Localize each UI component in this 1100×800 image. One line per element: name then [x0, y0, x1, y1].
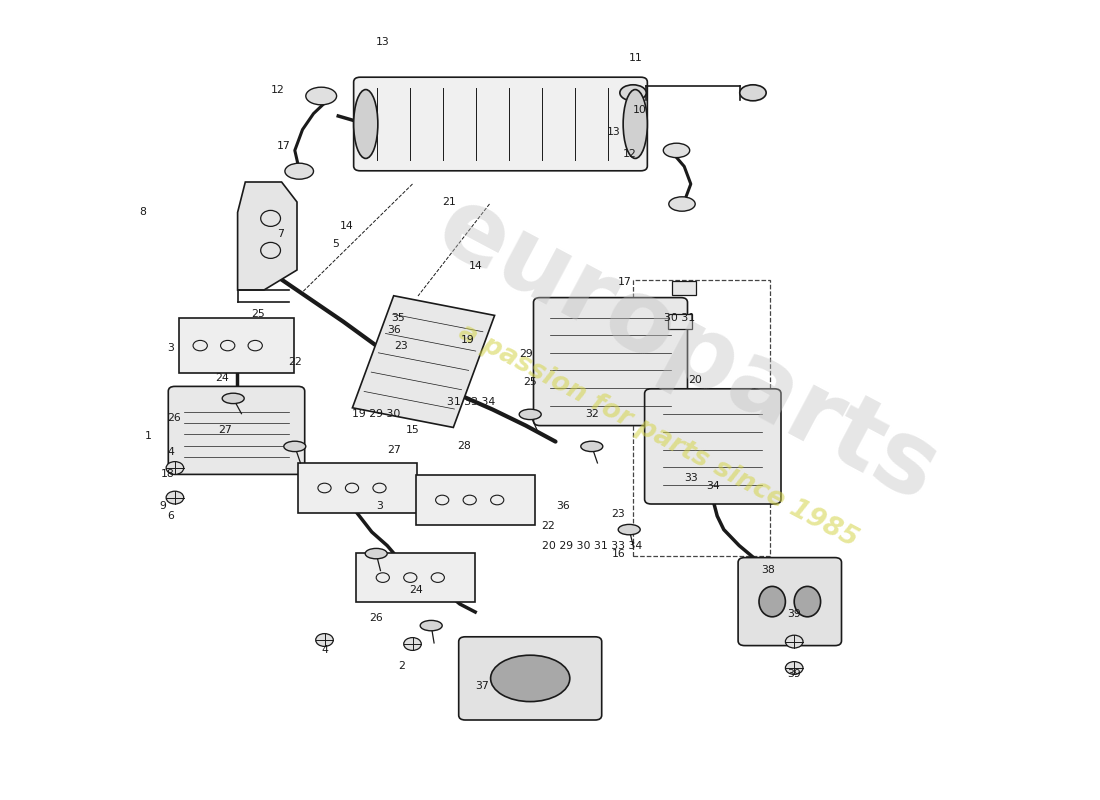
Polygon shape: [352, 296, 495, 427]
Text: a passion for parts since 1985: a passion for parts since 1985: [453, 319, 862, 553]
Ellipse shape: [285, 163, 314, 179]
Text: 22: 22: [541, 522, 554, 531]
Polygon shape: [238, 182, 297, 290]
Bar: [668, 314, 692, 329]
Ellipse shape: [623, 90, 647, 158]
Text: 27: 27: [387, 445, 400, 454]
FancyBboxPatch shape: [354, 78, 647, 171]
Text: 3: 3: [167, 343, 174, 353]
Text: 17: 17: [277, 141, 290, 150]
Text: 28: 28: [458, 442, 471, 451]
Text: 13: 13: [607, 127, 620, 137]
Ellipse shape: [739, 85, 767, 101]
Ellipse shape: [222, 393, 244, 403]
Text: 2: 2: [398, 661, 405, 670]
Ellipse shape: [284, 442, 306, 451]
Ellipse shape: [166, 462, 184, 474]
Text: 8: 8: [140, 207, 146, 217]
Text: 25: 25: [252, 309, 265, 318]
Text: 7: 7: [277, 229, 284, 238]
Text: 10: 10: [634, 106, 647, 115]
Ellipse shape: [491, 655, 570, 702]
Text: 31 33 34: 31 33 34: [447, 397, 495, 406]
Ellipse shape: [663, 143, 690, 158]
Ellipse shape: [785, 635, 803, 648]
Text: europarts: europarts: [421, 178, 954, 523]
Bar: [298, 463, 417, 513]
Bar: [178, 318, 295, 373]
Text: 11: 11: [629, 53, 642, 62]
Text: 13: 13: [376, 37, 389, 46]
Ellipse shape: [785, 662, 803, 674]
Text: 39: 39: [788, 610, 801, 619]
FancyBboxPatch shape: [534, 298, 688, 426]
Ellipse shape: [519, 410, 541, 419]
Text: 35: 35: [392, 314, 405, 323]
Ellipse shape: [794, 586, 821, 617]
FancyBboxPatch shape: [645, 389, 781, 504]
Text: 3: 3: [376, 501, 383, 510]
Text: 14: 14: [469, 261, 482, 270]
Bar: [672, 281, 696, 295]
FancyBboxPatch shape: [459, 637, 602, 720]
Ellipse shape: [316, 634, 333, 646]
Text: 22: 22: [288, 357, 301, 366]
Ellipse shape: [404, 638, 421, 650]
Text: 26: 26: [370, 613, 383, 622]
Text: 25: 25: [524, 378, 537, 387]
Ellipse shape: [620, 85, 647, 101]
Text: 24: 24: [216, 373, 229, 382]
Text: 4: 4: [321, 645, 328, 654]
Text: 15: 15: [406, 426, 419, 435]
Ellipse shape: [166, 491, 184, 504]
Text: 36: 36: [387, 325, 400, 334]
Text: 34: 34: [706, 482, 719, 491]
FancyBboxPatch shape: [168, 386, 305, 474]
Text: 21: 21: [442, 197, 455, 206]
Ellipse shape: [306, 87, 337, 105]
Text: 6: 6: [167, 511, 174, 521]
Ellipse shape: [618, 525, 640, 534]
Text: 9: 9: [160, 501, 166, 510]
Text: 1: 1: [145, 431, 152, 441]
Text: 36: 36: [557, 501, 570, 510]
Text: 23: 23: [612, 509, 625, 518]
Text: 23: 23: [395, 341, 408, 350]
Ellipse shape: [365, 549, 387, 558]
Ellipse shape: [759, 586, 785, 617]
Bar: [356, 553, 475, 602]
Text: 17: 17: [618, 277, 631, 286]
Ellipse shape: [669, 197, 695, 211]
Ellipse shape: [420, 621, 442, 630]
Text: 20 29 30 31 33 34: 20 29 30 31 33 34: [541, 541, 642, 550]
Text: 19: 19: [461, 335, 474, 345]
Text: 20: 20: [689, 375, 702, 385]
Text: 5: 5: [332, 239, 339, 249]
Bar: [632, 280, 770, 556]
Text: 32: 32: [585, 410, 598, 419]
Text: 37: 37: [475, 682, 488, 691]
Text: 18: 18: [161, 469, 174, 478]
Text: 24: 24: [409, 586, 422, 595]
Text: 30 31: 30 31: [664, 314, 695, 323]
Ellipse shape: [353, 90, 378, 158]
Text: 12: 12: [271, 85, 284, 94]
Text: 29: 29: [519, 349, 532, 358]
Text: 4: 4: [167, 447, 174, 457]
Bar: [416, 475, 535, 525]
Text: 14: 14: [340, 221, 353, 230]
FancyBboxPatch shape: [738, 558, 842, 646]
Text: 38: 38: [761, 565, 774, 574]
Ellipse shape: [581, 442, 603, 451]
Text: 33: 33: [684, 474, 697, 483]
Text: 12: 12: [623, 149, 636, 158]
Text: 16: 16: [612, 549, 625, 558]
Text: 19 29 30: 19 29 30: [352, 410, 400, 419]
Text: 26: 26: [167, 413, 180, 422]
Text: 27: 27: [219, 426, 232, 435]
Text: 39: 39: [788, 669, 801, 678]
